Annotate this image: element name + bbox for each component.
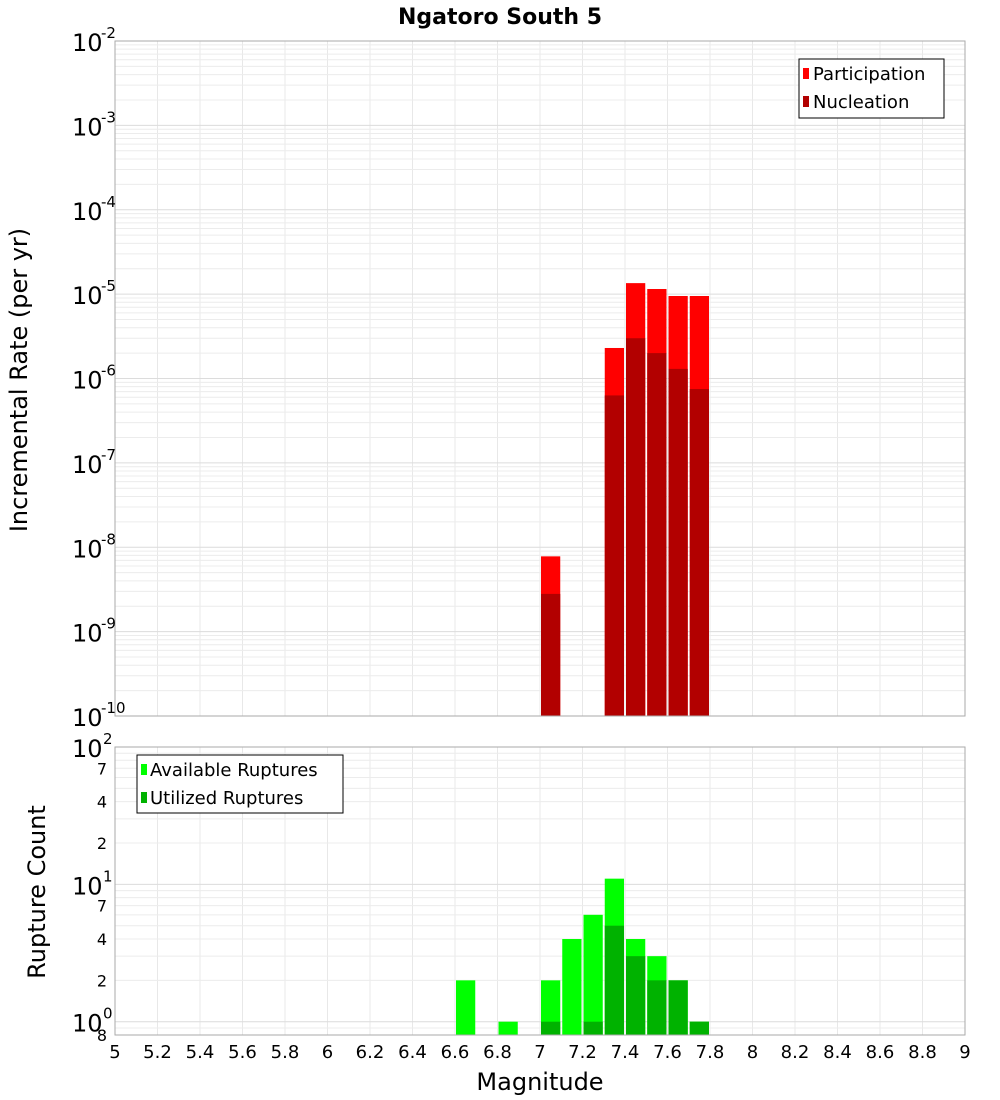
rate-gridlines	[114, 41, 966, 717]
count-y-tick-minor: 2	[97, 834, 107, 853]
count-y-tick-power: 0	[103, 1005, 113, 1023]
rate-y-tick-power: -5	[101, 277, 116, 295]
rate-bars	[541, 283, 709, 716]
count-y-tick-minor: 4	[97, 930, 107, 949]
rate-bar-nucleation	[541, 593, 561, 716]
rate-y-tick-base: 10	[72, 367, 103, 395]
count-y-tick-base: 10	[72, 872, 103, 900]
x-tick-label: 5.6	[228, 1042, 257, 1063]
count-bars	[456, 878, 709, 1035]
x-tick-label: 5.4	[186, 1042, 215, 1063]
count-bar-utilized-ruptures	[626, 956, 646, 1035]
rate-bar-nucleation	[626, 338, 646, 716]
rate-y-tick-base: 10	[72, 704, 103, 732]
count-legend-box	[136, 754, 344, 814]
x-tick-label: 7	[534, 1042, 545, 1063]
rate-legend: Participation Nucleation	[798, 58, 945, 119]
count-y-tick-minor: 2	[97, 971, 107, 990]
count-bar-utilized-ruptures	[541, 1021, 561, 1035]
rate-y-tick-power: -9	[101, 615, 116, 633]
rate-y-tick-base: 10	[72, 620, 103, 648]
rate-y-tick-power: -2	[101, 24, 116, 42]
nucleation-legend-label: Nucleation	[813, 92, 909, 113]
x-tick-label: 8.8	[908, 1042, 937, 1063]
rate-y-tick-power: -3	[101, 108, 116, 126]
x-tick-label: 6.4	[398, 1042, 427, 1063]
count-y-tick-minor: 8	[97, 1026, 107, 1045]
count-bar-available-ruptures	[498, 1021, 518, 1035]
x-tick-label: 6	[322, 1042, 333, 1063]
rate-y-tick-base: 10	[72, 282, 103, 310]
rate-bar-nucleation	[689, 389, 709, 716]
rate-y-tick-power: -8	[101, 530, 116, 548]
rate-y-tick-base: 10	[72, 451, 103, 479]
rate-y-axis-label: Incremental Rate (per yr)	[5, 228, 33, 532]
rate-y-tick-power: -6	[101, 362, 116, 380]
count-y-tick-minor: 4	[97, 793, 107, 812]
count-bar-available-ruptures	[562, 939, 582, 1035]
count-y-tick-power: 2	[103, 730, 113, 748]
x-tick-label: 7.8	[696, 1042, 725, 1063]
rate-bar-nucleation	[647, 353, 667, 716]
x-tick-label: 8.6	[866, 1042, 895, 1063]
count-y-tick-base: 10	[72, 1010, 103, 1038]
count-bar-available-ruptures	[541, 980, 561, 1035]
count-bar-utilized-ruptures	[668, 980, 688, 1035]
x-tick-label: 7.2	[568, 1042, 597, 1063]
count-bar-utilized-ruptures	[689, 1021, 709, 1035]
available-legend-swatch	[141, 764, 147, 775]
count-y-tick-power: 1	[103, 867, 113, 885]
x-tick-labels: 5 5.2 5.4 5.6 5.8 6 6.2 6.4 6.6 6.8 7 7.2 7.4 7.6 7.8 8…	[109, 1042, 970, 1063]
participation-legend-label: Participation	[813, 64, 925, 85]
x-tick-label: 5.2	[143, 1042, 172, 1063]
participation-legend-swatch	[803, 68, 809, 79]
x-tick-label: 6.2	[356, 1042, 385, 1063]
x-tick-label: 7.6	[653, 1042, 682, 1063]
x-axis-label: Magnitude	[476, 1068, 603, 1096]
nucleation-legend-swatch	[803, 96, 809, 107]
x-tick-label: 5.8	[271, 1042, 300, 1063]
chart-title: Ngatoro South 5	[398, 5, 602, 30]
rate-y-tick-base: 10	[72, 535, 103, 563]
count-bar-utilized-ruptures	[647, 980, 667, 1035]
rate-y-tick-power: -4	[101, 193, 116, 211]
rate-y-tick-base: 10	[72, 198, 103, 226]
rate-legend-box	[798, 58, 945, 119]
x-tick-label: 8.2	[781, 1042, 810, 1063]
x-tick-label: 6.8	[483, 1042, 512, 1063]
x-tick-label: 8.4	[823, 1042, 852, 1063]
count-legend: Available Ruptures Utilized Ruptures	[136, 754, 344, 814]
utilized-legend-swatch	[141, 792, 147, 803]
count-bar-available-ruptures	[583, 914, 603, 1035]
count-bar-available-ruptures	[456, 980, 476, 1035]
count-plot-border	[114, 746, 966, 1036]
x-tick-label: 9	[959, 1042, 970, 1063]
count-y-tick-base: 10	[72, 735, 103, 763]
count-y-tick-minor: 7	[97, 759, 107, 778]
rate-plot-border	[114, 40, 966, 717]
count-bar-utilized-ruptures	[604, 925, 624, 1035]
count-bar-utilized-ruptures	[583, 1021, 603, 1035]
x-tick-label: 6.6	[441, 1042, 470, 1063]
count-y-tick-minor: 7	[97, 897, 107, 916]
available-legend-label: Available Ruptures	[150, 760, 318, 781]
utilized-legend-label: Utilized Ruptures	[150, 788, 303, 809]
count-y-axis-label: Rupture Count	[23, 805, 51, 979]
rate-y-tick-base: 10	[72, 113, 103, 141]
rate-y-tick-power: -7	[101, 446, 116, 464]
x-tick-label: 7.4	[611, 1042, 640, 1063]
rate-bar-nucleation	[604, 395, 624, 716]
x-tick-label: 8	[747, 1042, 758, 1063]
rate-y-tick-power: -10	[101, 699, 126, 717]
x-tick-label: 5	[109, 1042, 120, 1063]
rate-y-tick-base: 10	[72, 29, 103, 57]
rate-bar-nucleation	[668, 368, 688, 716]
